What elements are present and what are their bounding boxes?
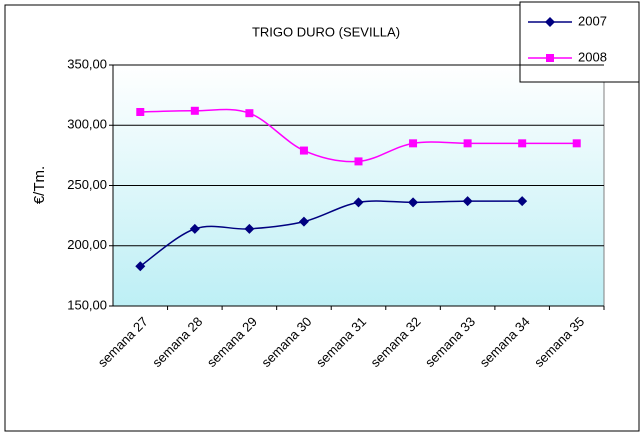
chart-title: TRIGO DURO (SEVILLA) xyxy=(252,24,400,39)
data-point xyxy=(298,216,309,227)
legend-marker xyxy=(545,17,555,27)
data-point xyxy=(463,139,472,148)
data-point xyxy=(135,261,146,272)
y-tick-label: 150,00 xyxy=(67,297,107,312)
data-point xyxy=(409,139,418,148)
y-tick-label: 250,00 xyxy=(67,177,107,192)
data-point xyxy=(353,197,364,208)
data-point xyxy=(517,196,528,207)
legend-label: 2007 xyxy=(578,13,607,28)
data-point xyxy=(244,223,255,234)
data-point xyxy=(518,139,527,148)
data-point xyxy=(190,106,199,115)
data-point xyxy=(299,146,308,155)
data-point xyxy=(189,223,200,234)
y-tick-label: 200,00 xyxy=(67,237,107,252)
data-point xyxy=(572,139,581,148)
y-axis-label: €/Tm. xyxy=(31,166,48,204)
data-point xyxy=(136,107,145,116)
y-tick-label: 300,00 xyxy=(67,117,107,132)
legend-label: 2008 xyxy=(578,49,607,64)
legend-marker xyxy=(546,54,554,62)
data-point xyxy=(408,197,419,208)
data-point xyxy=(245,109,254,118)
y-tick-label: 350,00 xyxy=(67,56,107,71)
data-point xyxy=(354,157,363,166)
legend xyxy=(519,1,640,83)
data-point xyxy=(462,196,473,207)
